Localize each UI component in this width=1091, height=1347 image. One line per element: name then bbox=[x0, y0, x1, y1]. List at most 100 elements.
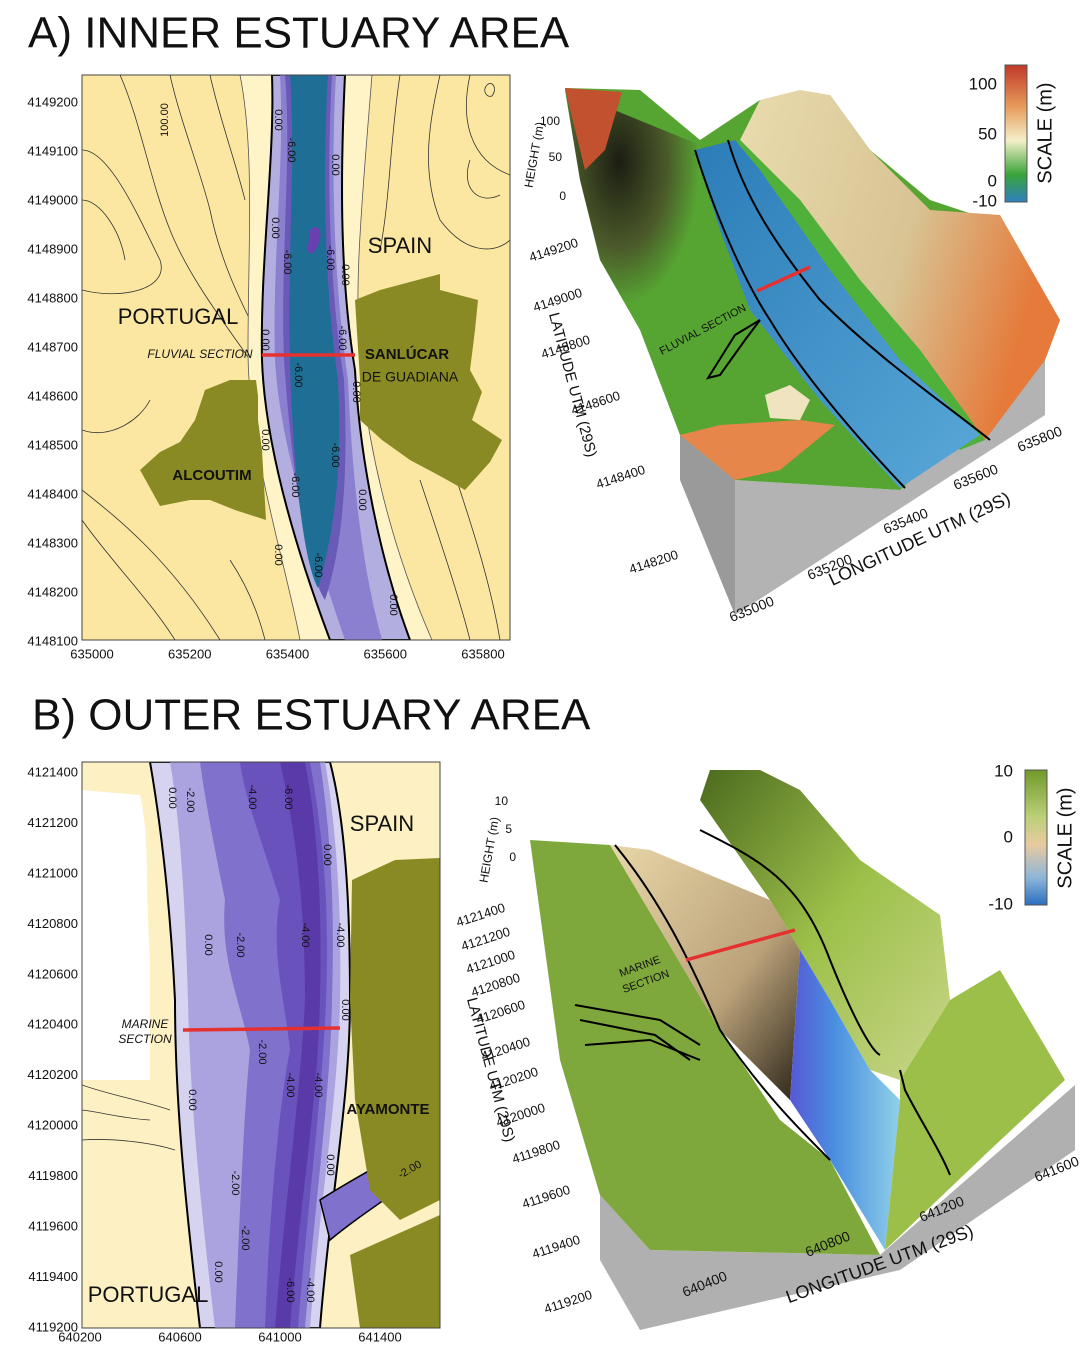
tick-label: 4119800 bbox=[510, 1137, 562, 1167]
contour-label: 0.00 bbox=[259, 429, 271, 450]
tick-label: 50 bbox=[549, 150, 563, 164]
y-tick-label: 4120400 bbox=[27, 1017, 78, 1032]
axis-label: LATITUDE UTM (29S) bbox=[545, 311, 600, 459]
section-label: SECTION bbox=[118, 1032, 172, 1046]
place-label: AYAMONTE bbox=[346, 1101, 429, 1118]
contour-label: -4.00 bbox=[299, 922, 311, 947]
section-label: FLUVIAL SECTION bbox=[147, 347, 252, 361]
place-label: ALCOUTIM bbox=[172, 467, 251, 484]
y-tick-label: 4148100 bbox=[27, 633, 78, 648]
y-tick-label: 4121000 bbox=[27, 865, 78, 880]
tick-label: 4120800 bbox=[469, 970, 522, 1000]
map-a bbox=[82, 75, 510, 640]
y-tick-label: 4119800 bbox=[28, 1168, 78, 1183]
contour-label: -6.00 bbox=[281, 249, 293, 274]
contour-label: -4.00 bbox=[312, 1072, 324, 1097]
panel-title: A) INNER ESTUARY AREA bbox=[28, 9, 570, 58]
contour-label: -6.00 bbox=[285, 137, 297, 162]
contour-label: 0.00 bbox=[356, 489, 368, 510]
scale-tick-label: -10 bbox=[988, 894, 1013, 913]
contour-label: 0.00 bbox=[387, 594, 399, 615]
contour-label: 0.00 bbox=[339, 264, 351, 285]
tick-label: 0 bbox=[509, 850, 516, 864]
contour-label: -2.00 bbox=[234, 932, 246, 957]
axis-label: HEIGHT (m) bbox=[477, 816, 502, 884]
tick-label: 4148400 bbox=[594, 462, 647, 492]
contour-label: -6.00 bbox=[284, 1277, 296, 1302]
y-tick-label: 4148400 bbox=[27, 486, 78, 501]
contour-label: 0.00 bbox=[339, 999, 351, 1020]
y-tick-label: 4148800 bbox=[27, 290, 78, 305]
place-label: PORTUGAL bbox=[118, 304, 239, 329]
y-tick-label: 4121400 bbox=[27, 764, 78, 779]
tick-label: 4119600 bbox=[520, 1182, 572, 1212]
contour-label: -6.00 bbox=[289, 472, 301, 497]
tick-label: 0 bbox=[559, 189, 566, 203]
contour-label: -4.00 bbox=[246, 784, 258, 809]
contour-label: -4.00 bbox=[284, 1072, 296, 1097]
map-b-frame bbox=[81, 761, 441, 1329]
place-label: SPAIN bbox=[350, 811, 414, 836]
contour-label: -6.00 bbox=[329, 442, 341, 467]
x-tick-label: 635800 bbox=[461, 646, 504, 661]
contour-label: -4.00 bbox=[304, 1277, 316, 1302]
x-tick-label: 640200 bbox=[58, 1329, 101, 1344]
contour-label: 0.00 bbox=[166, 787, 178, 808]
y-tick-label: 4149000 bbox=[27, 192, 78, 207]
tick-label: 4149200 bbox=[527, 235, 580, 265]
place-label: SPAIN bbox=[368, 233, 432, 258]
x-tick-label: 635000 bbox=[70, 646, 113, 661]
contour-label: 0.00 bbox=[272, 109, 284, 130]
y-tick-label: 4120000 bbox=[27, 1118, 78, 1133]
contour-label: -6.00 bbox=[336, 325, 348, 350]
scale-tick-label: -10 bbox=[972, 191, 997, 210]
x-tick-label: 640600 bbox=[158, 1329, 201, 1344]
contour-label: 0.00 bbox=[212, 1261, 224, 1282]
scale-tick-label: 100 bbox=[969, 74, 997, 93]
contour-label: 0.00 bbox=[324, 1154, 336, 1175]
scale-tick-label: 0 bbox=[1004, 827, 1013, 846]
scale-label: SCALE (m) bbox=[1034, 82, 1056, 183]
place-label: DE GUADIANA bbox=[362, 369, 459, 385]
y-tick-label: 4119400 bbox=[28, 1269, 78, 1284]
contour-label: 0.00 bbox=[321, 844, 333, 865]
y-tick-label: 4148900 bbox=[27, 241, 78, 256]
y-tick-label: 4120600 bbox=[27, 966, 78, 981]
contour-label: 0.00 bbox=[350, 381, 362, 402]
scale-label: SCALE (m) bbox=[1054, 787, 1076, 888]
section-label: MARINE bbox=[122, 1017, 170, 1031]
scale-tick-label: 0 bbox=[988, 171, 997, 190]
tick-label: 4120600 bbox=[474, 997, 527, 1027]
contour-label: 0.00 bbox=[202, 934, 214, 955]
tick-label: 4121400 bbox=[454, 900, 507, 930]
y-tick-label: 4120200 bbox=[27, 1067, 78, 1082]
y-tick-label: 4148500 bbox=[27, 437, 78, 452]
contour-label: 0.00 bbox=[259, 329, 271, 350]
x-tick-label: 635400 bbox=[266, 646, 309, 661]
contour-label: -2.00 bbox=[256, 1039, 268, 1064]
contour-label: -6.00 bbox=[312, 552, 324, 577]
map-b bbox=[82, 762, 440, 1328]
x-tick-label: 641000 bbox=[258, 1329, 301, 1344]
place-label: PORTUGAL bbox=[88, 1282, 209, 1307]
surface-a bbox=[565, 64, 1060, 615]
y-tick-label: 4149200 bbox=[27, 94, 78, 109]
contour-label: -6.00 bbox=[292, 362, 304, 387]
tick-label: 100 bbox=[540, 114, 560, 128]
panel-title: B) OUTER ESTUARY AREA bbox=[32, 691, 591, 740]
contour-label: -6.00 bbox=[324, 245, 336, 270]
surface-b bbox=[530, 769, 1075, 1330]
y-tick-label: 4148200 bbox=[27, 584, 78, 599]
scale-tick-label: 10 bbox=[994, 761, 1013, 780]
contour-label: -2.00 bbox=[184, 787, 196, 812]
y-tick-label: 4148600 bbox=[27, 388, 78, 403]
map-a-frame bbox=[81, 74, 511, 641]
x-tick-label: 635600 bbox=[364, 646, 407, 661]
y-tick-label: 4149100 bbox=[27, 143, 78, 158]
tick-label: 5 bbox=[505, 822, 512, 836]
y-tick-label: 4148300 bbox=[27, 535, 78, 550]
y-tick-label: 4119200 bbox=[28, 1319, 78, 1334]
y-tick-label: 4119600 bbox=[28, 1219, 78, 1234]
y-tick-label: 4148700 bbox=[27, 339, 78, 354]
